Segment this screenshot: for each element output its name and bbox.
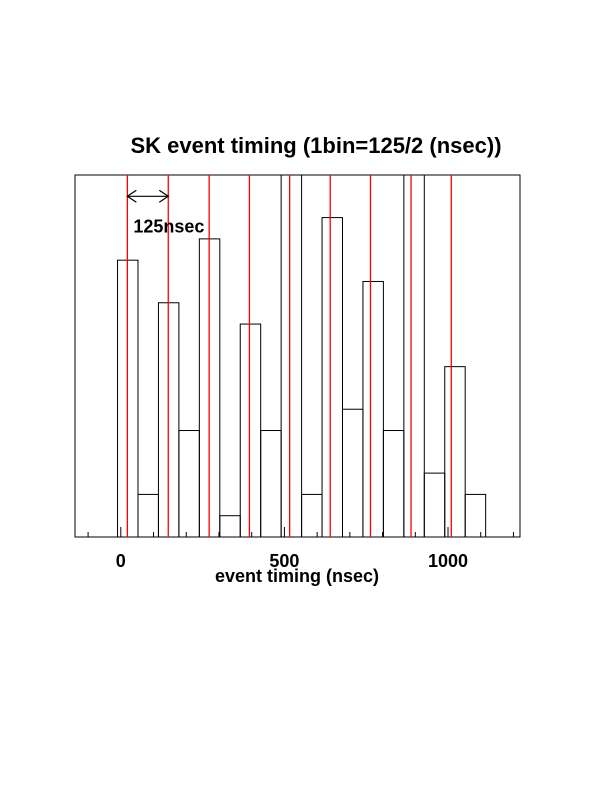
histogram-bin bbox=[403, 174, 425, 538]
x-tick-label: 1000 bbox=[428, 551, 468, 571]
annotation-arrowhead-right bbox=[158, 189, 170, 203]
histogram-bin bbox=[260, 430, 282, 538]
histogram-bin bbox=[362, 280, 384, 538]
reference-lines bbox=[126, 175, 452, 537]
histogram-bin bbox=[301, 493, 323, 538]
annotation-label: 125nsec bbox=[133, 216, 204, 236]
histogram-bin bbox=[280, 174, 303, 538]
histogram-bin bbox=[444, 366, 466, 538]
annotation-arrowhead-left bbox=[126, 189, 137, 203]
histogram-bin bbox=[137, 493, 159, 538]
histogram-bin bbox=[382, 430, 405, 538]
histogram-bin bbox=[219, 515, 241, 538]
x-axis-ticks: 0 500 1000 bbox=[87, 527, 514, 571]
histogram-bin bbox=[178, 430, 200, 538]
x-axis-label: event timing (nsec) bbox=[215, 566, 379, 586]
chart-title: SK event timing (1bin=125/2 (nsec)) bbox=[130, 133, 501, 158]
histogram-bin bbox=[464, 493, 487, 538]
x-tick-label: 500 bbox=[269, 551, 299, 571]
x-tick-label: 0 bbox=[116, 551, 126, 571]
annotation: 125nsec bbox=[126, 189, 204, 236]
histogram-bin bbox=[341, 408, 364, 538]
histogram-bin bbox=[423, 472, 446, 538]
histogram-bin bbox=[321, 217, 343, 538]
histogram-bin bbox=[239, 323, 262, 538]
